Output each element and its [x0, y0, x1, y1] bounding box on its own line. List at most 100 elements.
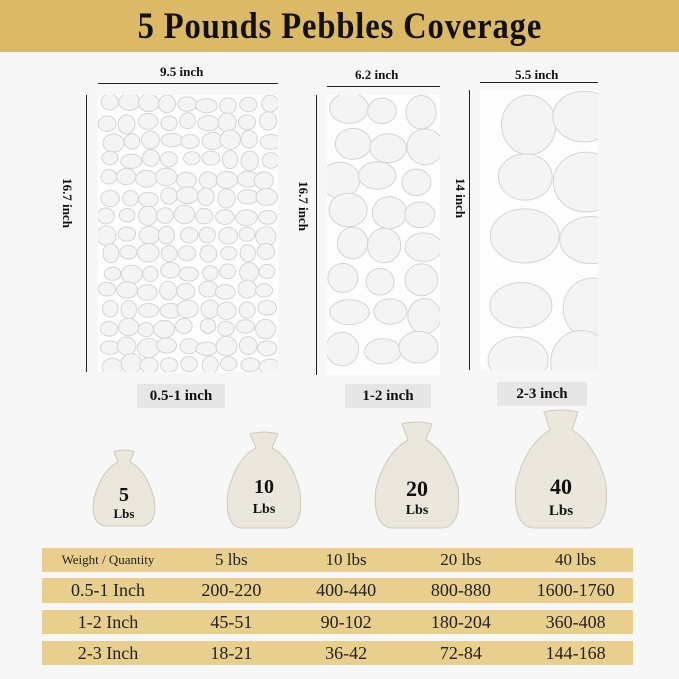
table-row: 1-2 Inch 45-51 90-102 180-204 360-408 — [42, 610, 633, 634]
pebble — [135, 169, 158, 188]
width-label: 9.5 inch — [160, 64, 204, 79]
pebble — [261, 152, 278, 169]
pebble — [257, 299, 278, 316]
pebble — [179, 338, 199, 355]
pebble — [336, 226, 369, 260]
pebble — [201, 150, 221, 166]
pebble-panel-small — [98, 95, 278, 372]
pebble-panel-large — [480, 90, 598, 370]
pebble — [136, 242, 160, 263]
pebble — [407, 298, 440, 335]
pebble — [137, 303, 160, 318]
pebble — [329, 95, 370, 124]
pebble — [217, 188, 236, 209]
pebble — [98, 115, 117, 132]
pebble — [176, 299, 199, 319]
pebble — [137, 95, 160, 113]
pebble — [198, 171, 218, 190]
pebble — [160, 133, 184, 148]
height-arrow — [469, 90, 470, 370]
pebble — [100, 169, 118, 185]
pebble — [257, 340, 278, 357]
pebble — [137, 112, 159, 130]
pebble — [98, 281, 117, 297]
width-label: 6.2 inch — [355, 67, 399, 82]
pebble — [405, 95, 437, 130]
pebble — [158, 95, 177, 114]
pebble — [239, 262, 260, 283]
pebble — [118, 317, 140, 337]
pebble — [118, 95, 141, 111]
pebble — [173, 204, 196, 225]
pebble — [155, 167, 178, 187]
pebble — [159, 151, 178, 168]
pebble — [120, 300, 138, 320]
pebble — [116, 336, 137, 356]
pebble — [137, 205, 158, 226]
size-label: 0.5-1 inch — [137, 384, 225, 408]
pebble — [120, 353, 143, 372]
pebble — [357, 161, 397, 190]
pebble — [98, 225, 117, 246]
pebble — [200, 299, 220, 319]
pebble — [178, 266, 199, 282]
pebble — [365, 267, 395, 296]
pebble — [369, 133, 407, 164]
pebble — [562, 277, 598, 340]
pebble — [140, 130, 160, 150]
pebble — [175, 318, 193, 335]
pebble — [327, 161, 361, 199]
pebble — [137, 338, 160, 359]
pebble — [404, 263, 439, 297]
width-arrow — [327, 86, 440, 87]
pebble — [219, 356, 238, 372]
pebble — [119, 245, 138, 260]
pebble — [156, 337, 178, 354]
pebble — [559, 215, 598, 265]
pebble — [202, 265, 219, 281]
table-header: Weight / Quantity 5 lbs 10 lbs 20 lbs 40… — [42, 548, 633, 572]
pebble — [552, 151, 598, 213]
pebble — [115, 167, 137, 186]
table-row: 0.5-1 Inch 200-220 400-440 800-880 1600-… — [42, 578, 633, 603]
pebble — [552, 90, 598, 143]
pebble — [160, 244, 178, 263]
width-arrow — [98, 83, 278, 84]
pebble — [180, 134, 200, 149]
pebble — [404, 232, 440, 262]
pebble — [101, 357, 124, 372]
pebble — [550, 330, 598, 370]
pebble — [220, 246, 238, 261]
pebble — [142, 265, 159, 283]
pebble — [258, 111, 278, 131]
pebble — [183, 151, 201, 166]
pebble — [255, 318, 276, 340]
pebble — [157, 225, 176, 245]
height-arrow — [316, 95, 317, 375]
bag-icon — [514, 409, 608, 529]
pebble — [123, 133, 141, 150]
pebble — [179, 226, 199, 244]
pebble — [138, 191, 159, 208]
table-row: 2-3 Inch 18-21 36-42 72-84 144-168 — [42, 641, 633, 665]
pebble — [197, 114, 220, 132]
pebble — [160, 261, 181, 279]
pebble — [197, 187, 215, 207]
height-arrow — [86, 95, 87, 372]
pebble — [175, 171, 197, 190]
pebble — [118, 207, 136, 223]
pebble — [255, 187, 278, 206]
pebble — [398, 330, 439, 364]
pebble — [215, 170, 239, 189]
pebble — [120, 264, 143, 284]
pebble — [177, 96, 198, 112]
pebble — [217, 320, 235, 337]
pebble — [259, 134, 278, 150]
pebble — [235, 319, 256, 334]
pebble — [103, 266, 122, 281]
pebble — [367, 97, 397, 125]
pebble — [198, 280, 219, 298]
pebble — [120, 153, 143, 169]
pebble — [501, 94, 557, 156]
height-label: 16.7 inch — [60, 178, 75, 228]
